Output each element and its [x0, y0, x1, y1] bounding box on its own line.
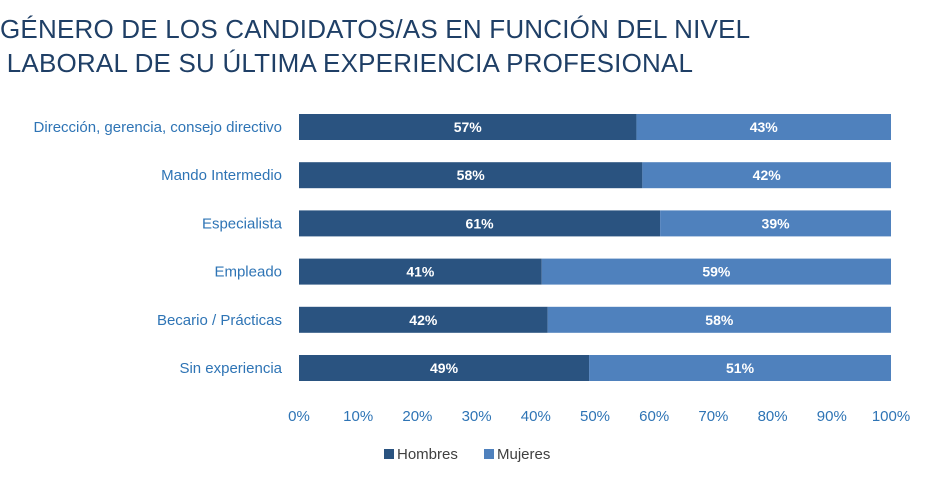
- bar-hombres: [299, 258, 542, 285]
- x-tick-label: 90%: [817, 408, 847, 425]
- category-label: Sin experiencia: [179, 360, 282, 377]
- bar-hombres: [299, 114, 637, 140]
- x-tick-label: 10%: [343, 408, 373, 425]
- x-tick-label: 70%: [698, 408, 728, 425]
- x-tick-label: 30%: [462, 408, 492, 425]
- category-label: Especialista: [202, 215, 283, 232]
- bar-mujeres: [636, 114, 891, 140]
- data-label: 49%: [430, 360, 459, 376]
- data-label: 59%: [702, 264, 731, 280]
- bar-mujeres: [547, 306, 891, 333]
- category-label: Dirección, gerencia, consejo directivo: [34, 119, 282, 136]
- bar-mujeres: [589, 355, 891, 381]
- x-tick-label: 60%: [639, 408, 669, 425]
- category-label: Mando Intermedio: [161, 167, 282, 184]
- data-label: 51%: [726, 360, 755, 376]
- data-label: 61%: [466, 215, 495, 231]
- data-label: 58%: [705, 312, 734, 328]
- bar-hombres: [299, 162, 643, 189]
- bar-mujeres: [541, 258, 891, 285]
- chart-title: GÉNERO DE LOS CANDIDATOS/AS EN FUNCIÓN D…: [0, 12, 751, 80]
- legend-swatch-hombres: [384, 449, 394, 459]
- data-label: 43%: [750, 119, 779, 135]
- data-label: 58%: [457, 167, 486, 183]
- x-tick-label: 0%: [288, 408, 310, 425]
- bar-hombres: [299, 355, 590, 381]
- x-tick-label: 50%: [580, 408, 610, 425]
- data-label: 42%: [409, 312, 438, 328]
- x-tick-label: 20%: [402, 408, 432, 425]
- chart-title-line-1: GÉNERO DE LOS CANDIDATOS/AS EN FUNCIÓN D…: [0, 14, 751, 44]
- category-label: Becario / Prácticas: [157, 312, 282, 329]
- x-tick-label: 40%: [521, 408, 551, 425]
- category-label: Empleado: [214, 264, 282, 281]
- chart-title-line-2: LABORAL DE SU ÚLTIMA EXPERIENCIA PROFESI…: [6, 48, 694, 78]
- data-label: 41%: [406, 264, 435, 280]
- legend-label: Mujeres: [497, 446, 550, 463]
- legend-label: Hombres: [397, 446, 458, 463]
- x-tick-label: 80%: [758, 408, 788, 425]
- x-tick-label: 100%: [872, 408, 910, 425]
- bar-hombres: [299, 210, 661, 237]
- bar-hombres: [299, 306, 548, 333]
- legend-swatch-mujeres: [484, 449, 494, 459]
- bar-mujeres: [660, 210, 891, 237]
- bar-mujeres: [642, 162, 891, 189]
- data-label: 39%: [762, 215, 791, 231]
- data-label: 57%: [454, 119, 483, 135]
- data-label: 42%: [753, 167, 782, 183]
